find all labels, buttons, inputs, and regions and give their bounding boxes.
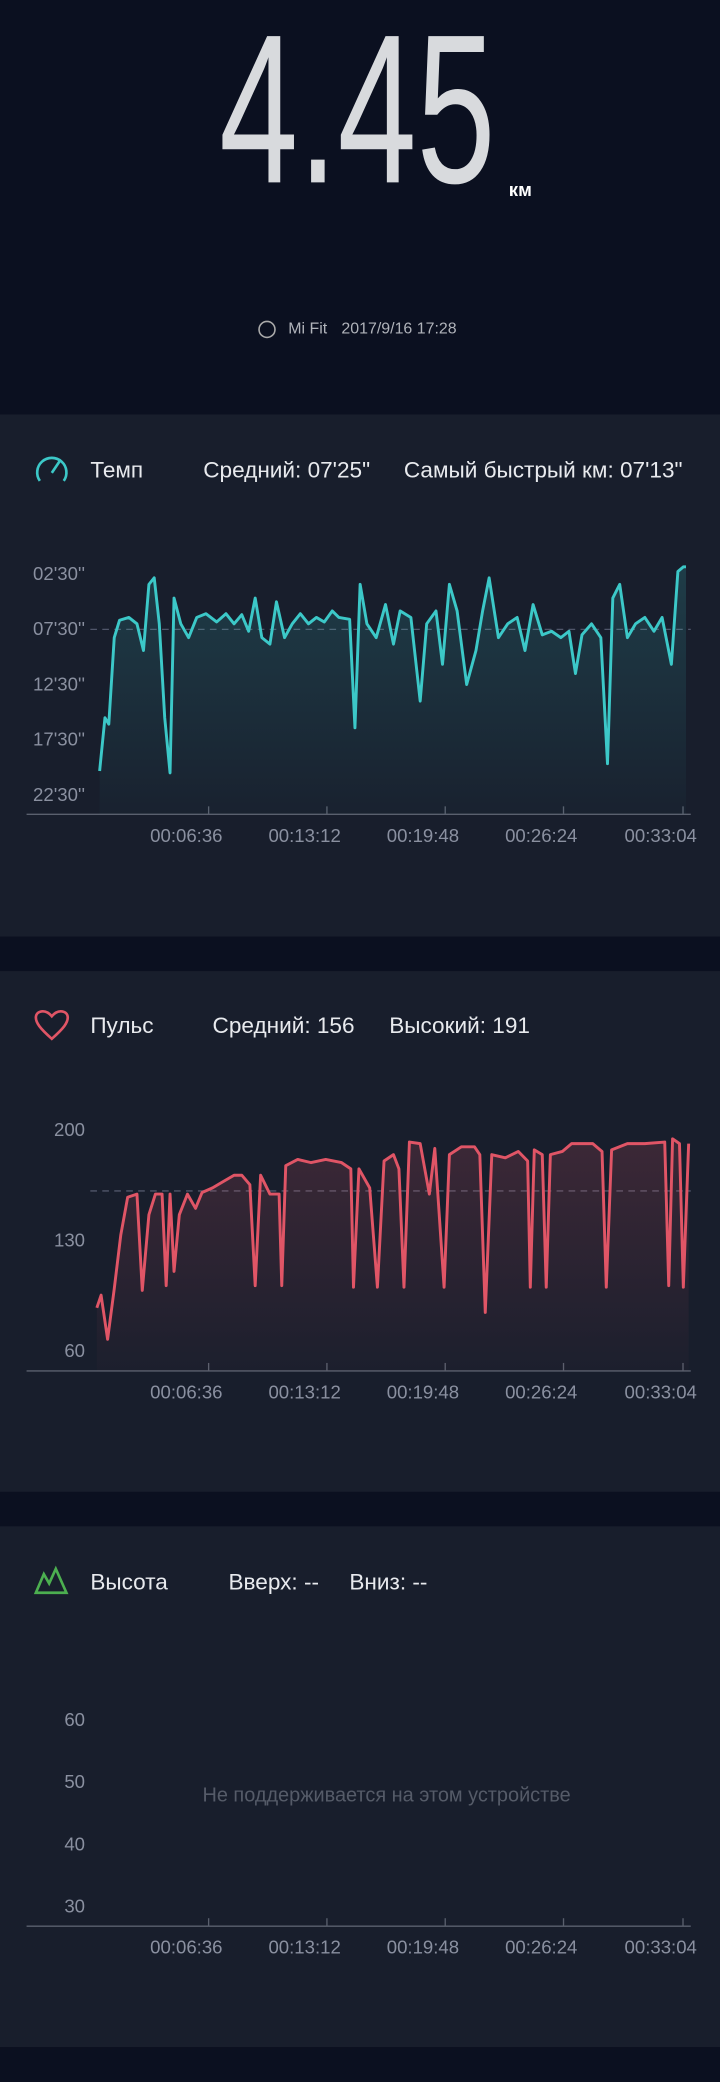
y-tick-label: 02'30'' [33, 563, 85, 584]
x-tick-label: 00:13:12 [268, 825, 340, 846]
no-data-message: Не поддерживается на этом устройстве [202, 1784, 570, 1806]
y-tick-label: 22'30'' [33, 784, 85, 805]
x-tick-label: 00:19:48 [387, 1381, 459, 1402]
x-tick-label: 00:26:24 [505, 825, 577, 846]
y-tick-label: 60 [64, 1709, 85, 1730]
y-tick-label: 07'30'' [33, 618, 85, 639]
x-tick-label: 00:06:36 [150, 825, 222, 846]
x-tick-label: 00:06:36 [150, 1381, 222, 1402]
y-tick-label: 12'30'' [33, 673, 85, 694]
y-tick-label: 17'30'' [33, 729, 85, 750]
x-tick-label: 00:13:12 [268, 1937, 340, 1958]
distance: 4.45 [219, 0, 495, 228]
y-tick-label: 60 [64, 1340, 85, 1361]
card [0, 1526, 720, 2048]
y-tick-label: 40 [64, 1833, 85, 1854]
datetime: 2017/9/16 17:28 [341, 321, 456, 338]
heart-icon [34, 1010, 70, 1041]
x-tick-label: 00:26:24 [505, 1381, 577, 1402]
pace-icon [35, 456, 68, 482]
stat: Самый быстрый км: 07'13" [404, 458, 683, 483]
stat: Средний: 07'25" [203, 458, 370, 483]
x-tick-label: 00:19:48 [387, 825, 459, 846]
y-tick-label: 30 [64, 1895, 85, 1916]
x-tick-label: 00:19:48 [387, 1937, 459, 1958]
x-tick-label: 00:33:04 [625, 825, 697, 846]
y-tick-label: 200 [54, 1119, 85, 1140]
stat: Вверх: -- [228, 1569, 319, 1594]
x-tick-label: 00:06:36 [150, 1937, 222, 1958]
source-icon [258, 320, 276, 339]
x-tick-label: 00:26:24 [505, 1937, 577, 1958]
x-tick-label: 00:13:12 [268, 1381, 340, 1402]
distance-unit: км [509, 179, 532, 200]
y-tick-label: 50 [64, 1771, 85, 1792]
altitude-icon [33, 1565, 69, 1595]
section-title: Пульс [90, 1013, 153, 1038]
stat: Вниз: -- [349, 1569, 427, 1594]
line [95, 1137, 691, 1341]
line [98, 565, 686, 775]
x-tick-label: 00:33:04 [625, 1937, 697, 1958]
section-title: Высота [90, 1569, 168, 1594]
section-title: Темп [90, 458, 143, 483]
stat: Средний: 156 [213, 1013, 355, 1038]
x-tick-label: 00:33:04 [625, 1381, 697, 1402]
y-tick-label: 130 [54, 1229, 85, 1250]
stat: Высокий: 191 [389, 1013, 530, 1038]
area [96, 1138, 689, 1371]
source: Mi Fit [288, 321, 328, 338]
